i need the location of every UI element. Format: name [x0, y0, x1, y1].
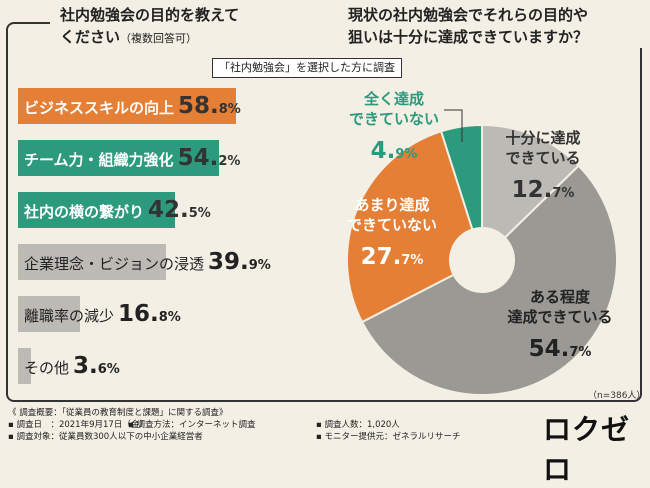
sample-size: （n=386人）: [588, 391, 646, 401]
bar-category: その他: [24, 359, 70, 377]
right-question-title: 現状の社内勉強会でそれらの目的や 狙いは十分に達成できていますか？: [340, 4, 646, 48]
bar-label: その他 3.6%: [24, 348, 120, 384]
bar-value-decimal: 2%: [218, 154, 241, 169]
bar-value: 58.: [178, 93, 219, 119]
bar-label: チーム力・組織力強化 54.2%: [24, 140, 240, 176]
survey-respondents: ▪ 調査人数：1,020人: [316, 420, 400, 430]
survey-provider: ▪ モニター提供元：ゼネラルリサーチ: [316, 432, 461, 442]
bar-value-decimal: 9%: [248, 258, 271, 273]
bar-value-decimal: 8%: [218, 102, 241, 117]
bar-value-decimal: 6%: [97, 362, 120, 377]
survey-date: ▪ 調査日 ：2021年9月17日（金）: [8, 420, 148, 430]
bar-category: 企業理念・ビジョンの浸透: [24, 255, 205, 273]
survey-heading: 《 調査概要：「従業員の教育制度と課題」に関する調査》: [8, 408, 228, 418]
left-question-title: 社内勉強会の目的を教えて ください（複数回答可）: [50, 4, 340, 50]
bar: [18, 140, 219, 176]
bar-category: 離職率の減少: [24, 307, 115, 325]
bar-value: 16.: [118, 301, 159, 327]
bar-value-decimal: 8%: [158, 310, 181, 325]
bar: [18, 192, 176, 228]
bar: [18, 88, 236, 124]
bar-category: ビジネススキルの向上: [24, 99, 175, 117]
bar-label: 企業理念・ビジョンの浸透 39.9%: [24, 244, 271, 280]
bar: [18, 348, 32, 384]
bar-category: 社内の横の繋がり: [24, 203, 145, 221]
selected-respondents-note: 「社内勉強会」を選択した方に調査: [212, 58, 402, 78]
survey-method: ▪ 調査方法：インターネット調査: [128, 420, 256, 430]
brand-logo: ロクゼロ: [543, 413, 631, 486]
bar: [18, 296, 81, 332]
survey-overview: 《 調査概要：「従業員の教育制度と課題」に関する調査》 ▪ 調査日 ：2021年…: [8, 407, 460, 443]
bar-label: ビジネススキルの向上 58.8%: [24, 88, 241, 124]
survey-target: ▪ 調査対象：従業員数300人以下の中小企業経営者: [8, 432, 203, 442]
bar-category: チーム力・組織力強化: [24, 151, 174, 169]
bar-label: 社内の横の繋がり 42.5%: [24, 192, 211, 228]
bar-value: 3.: [73, 353, 98, 379]
bar-label: 離職率の減少 16.8%: [24, 296, 181, 332]
bar: [18, 244, 166, 280]
bar-value: 39.: [208, 249, 249, 275]
bar-value: 42.: [148, 197, 189, 223]
bar-value: 54.: [177, 145, 219, 171]
bar-value-decimal: 5%: [188, 206, 211, 221]
